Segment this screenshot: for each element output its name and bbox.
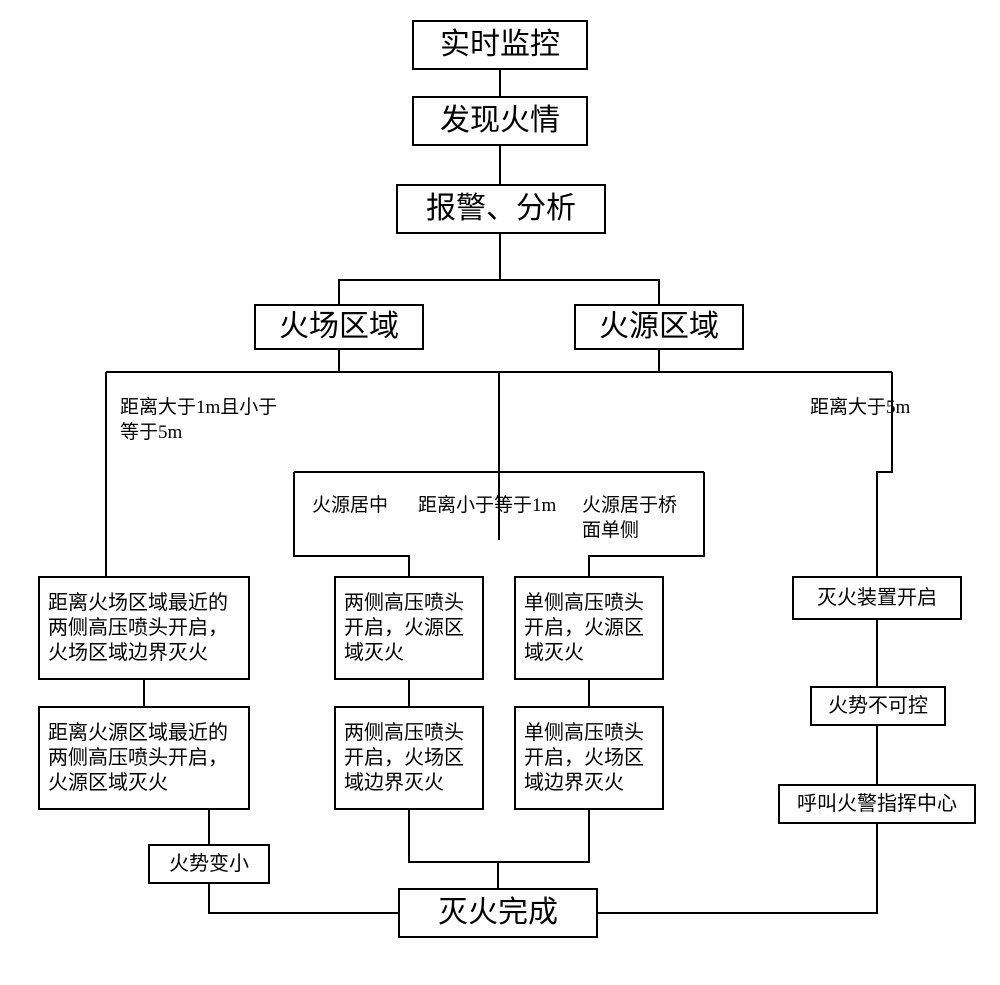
node-n14: 火势不可控 (810, 686, 946, 726)
node-n6: 距离火场区域最近的两侧高压喷头开启，火场区域边界灭火 (38, 576, 250, 680)
node-n3: 报警、分析 (396, 184, 606, 234)
node-label: 两侧高压喷头开启，火场区域边界灭火 (344, 721, 474, 796)
node-label: 呼叫火警指挥中心 (797, 792, 957, 817)
node-n2: 发现火情 (412, 96, 588, 146)
node-label: 报警、分析 (426, 190, 576, 228)
node-n7: 距离火源区域最近的两侧高压喷头开启，火源区域灭火 (38, 706, 250, 810)
edge-label-text: 火源居于桥面单侧 (582, 495, 677, 541)
edge-label-text: 距离大于1m且小于等于5m (120, 397, 277, 443)
edge-label-l5: 距离大于5m (810, 396, 950, 421)
node-label: 距离火源区域最近的两侧高压喷头开启，火源区域灭火 (48, 721, 240, 796)
node-n15: 呼叫火警指挥中心 (778, 784, 976, 824)
node-label: 火势变小 (169, 852, 249, 877)
flowchart-edges (0, 0, 1000, 985)
node-label: 发现火情 (440, 102, 560, 140)
node-n4: 火场区域 (254, 304, 424, 350)
edge-label-text: 距离小于等于1m (418, 495, 556, 516)
node-n11: 单侧高压喷头开启，火源区域灭火 (514, 576, 664, 680)
node-label: 灭火完成 (438, 894, 558, 932)
node-n1: 实时监控 (412, 20, 588, 70)
edge-label-l4: 火源居于桥面单侧 (582, 494, 692, 543)
edge-label-text: 火源居中 (312, 495, 388, 516)
node-label: 灭火装置开启 (817, 586, 937, 611)
node-n5: 火源区域 (574, 304, 744, 350)
node-label: 火源区域 (599, 308, 719, 346)
edge-label-l3: 距离小于等于1m (418, 494, 578, 519)
edge-label-text: 距离大于5m (810, 397, 910, 418)
node-label: 火势不可控 (828, 694, 928, 719)
node-n12: 单侧高压喷头开启，火场区域边界灭火 (514, 706, 664, 810)
node-n10: 两侧高压喷头开启，火场区域边界灭火 (334, 706, 484, 810)
node-label: 单侧高压喷头开启，火源区域灭火 (524, 591, 654, 666)
edge-label-l1: 距离大于1m且小于等于5m (120, 396, 280, 445)
node-n9: 两侧高压喷头开启，火源区域灭火 (334, 576, 484, 680)
node-label: 单侧高压喷头开启，火场区域边界灭火 (524, 721, 654, 796)
node-label: 实时监控 (440, 26, 560, 64)
node-label: 距离火场区域最近的两侧高压喷头开启，火场区域边界灭火 (48, 591, 240, 666)
node-label: 火场区域 (279, 308, 399, 346)
edge-label-l2: 火源居中 (312, 494, 412, 519)
node-n16: 灭火完成 (398, 888, 598, 938)
node-n8: 火势变小 (148, 844, 270, 884)
node-label: 两侧高压喷头开启，火源区域灭火 (344, 591, 474, 666)
node-n13: 灭火装置开启 (792, 576, 962, 620)
